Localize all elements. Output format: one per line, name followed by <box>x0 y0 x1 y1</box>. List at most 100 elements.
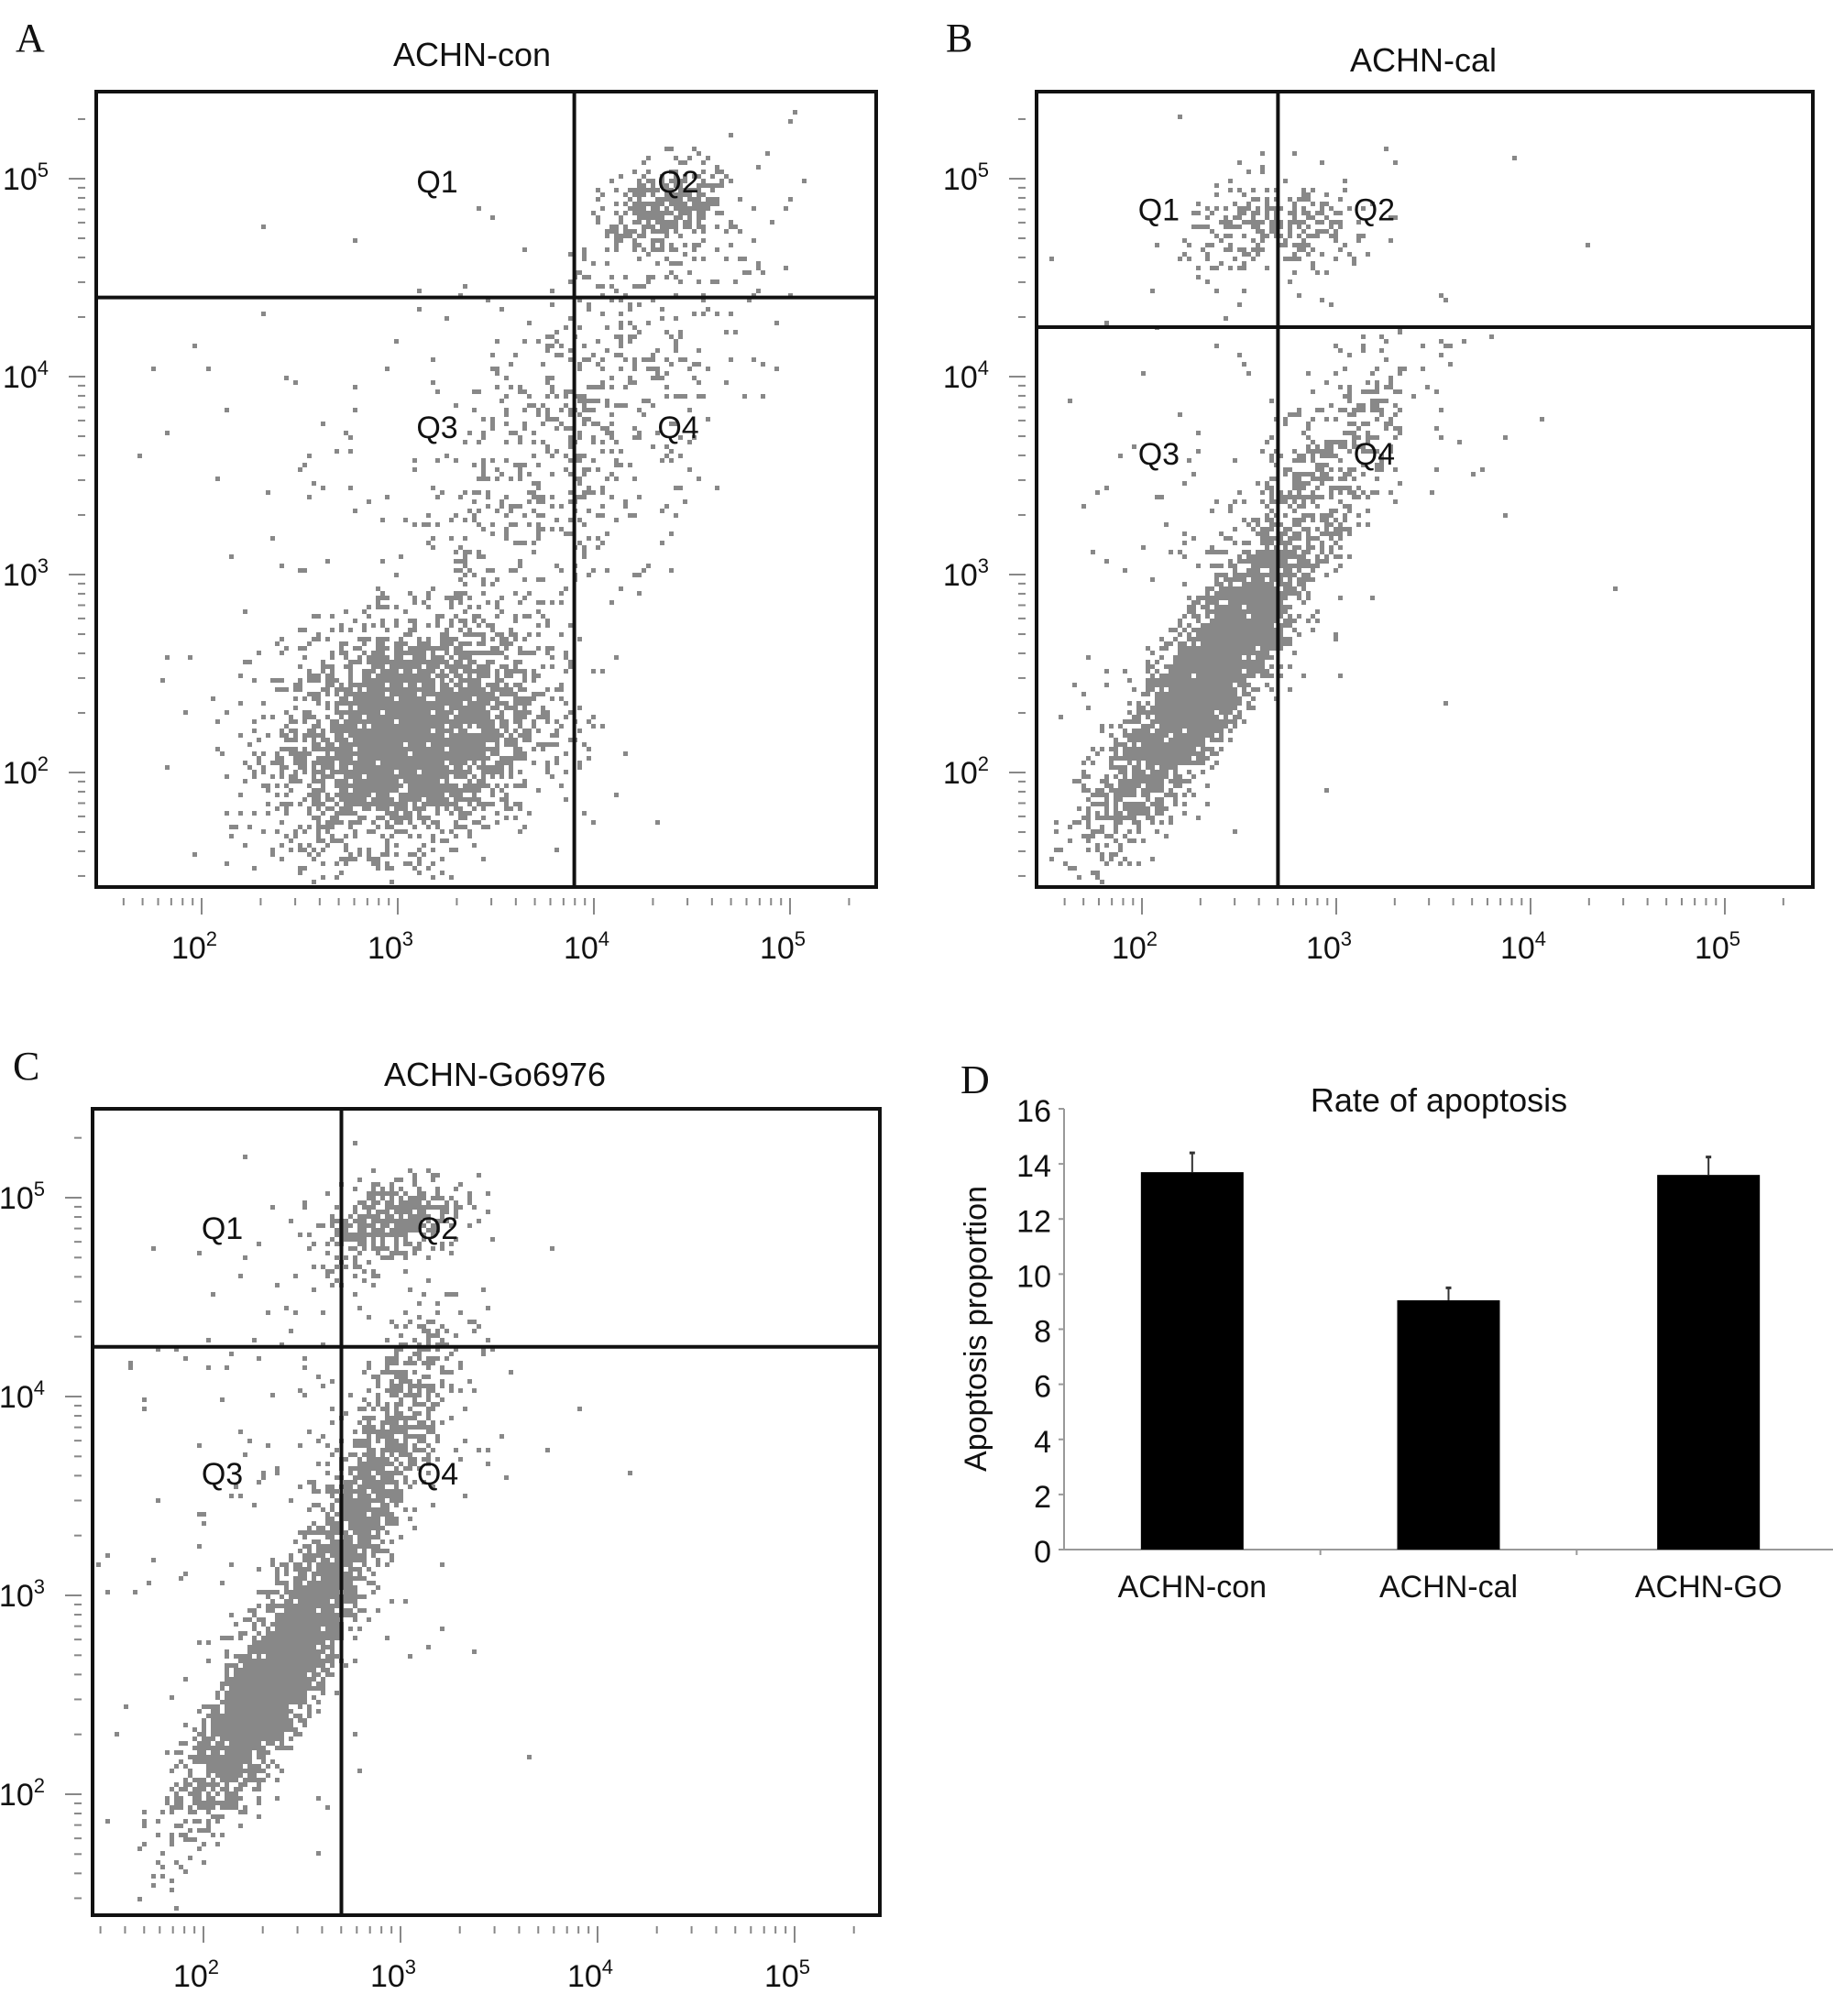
data-point <box>344 783 348 788</box>
data-point <box>225 811 229 816</box>
data-point <box>577 729 582 733</box>
data-point <box>408 793 412 797</box>
data-point <box>646 399 651 403</box>
data-point <box>477 779 481 783</box>
data-point <box>518 467 522 472</box>
data-point <box>554 687 559 692</box>
data-point <box>655 211 660 215</box>
data-point <box>275 761 280 765</box>
data-point <box>348 802 353 806</box>
data-point <box>692 206 697 211</box>
data-point <box>458 646 463 651</box>
data-point <box>339 838 344 843</box>
data-point <box>1265 536 1269 541</box>
data-point <box>619 220 623 225</box>
data-point <box>426 738 431 742</box>
data-point <box>477 687 481 692</box>
data-point <box>302 756 307 761</box>
data-point <box>577 399 582 403</box>
data-point <box>559 527 564 531</box>
data-point <box>454 719 458 724</box>
data-point <box>706 197 710 202</box>
data-point <box>458 816 463 820</box>
data-point <box>325 829 330 834</box>
data-point <box>321 848 325 852</box>
data-point <box>348 742 353 747</box>
data-point <box>339 765 344 770</box>
data-point <box>408 747 412 751</box>
data-point <box>536 481 541 486</box>
data-point <box>477 724 481 729</box>
data-point <box>435 742 440 747</box>
data-point <box>312 674 316 678</box>
data-point <box>302 797 307 802</box>
data-point <box>238 811 243 816</box>
data-point <box>426 637 431 641</box>
data-point <box>458 756 463 761</box>
data-point <box>390 678 394 683</box>
data-point <box>385 660 390 664</box>
data-point <box>412 783 417 788</box>
data-point <box>518 783 522 788</box>
data-point <box>321 825 325 829</box>
data-point <box>422 719 426 724</box>
data-point <box>793 110 797 115</box>
data-point <box>532 651 536 655</box>
data-point <box>330 806 335 811</box>
data-point <box>348 806 353 811</box>
data-point <box>408 770 412 774</box>
data-point <box>408 591 412 596</box>
data-point <box>321 756 325 761</box>
data-point <box>623 357 628 362</box>
data-point <box>664 188 669 192</box>
data-point <box>380 742 385 747</box>
data-point <box>467 655 472 660</box>
data-point <box>385 637 390 641</box>
data-point <box>522 674 527 678</box>
data-point <box>417 811 422 816</box>
data-point <box>646 275 651 279</box>
data-point <box>316 674 321 678</box>
data-point <box>422 701 426 706</box>
data-point <box>518 463 522 467</box>
data-point <box>385 770 390 774</box>
data-point <box>490 687 495 692</box>
data-point <box>449 793 454 797</box>
data-point <box>481 806 486 811</box>
data-point <box>385 701 390 706</box>
data-point <box>632 229 637 234</box>
data-point <box>298 871 302 875</box>
data-point <box>509 632 513 637</box>
data-point <box>596 188 600 192</box>
data-point <box>399 637 403 641</box>
data-point <box>394 715 399 719</box>
data-point <box>784 206 788 211</box>
data-point <box>642 188 646 192</box>
data-point <box>715 197 719 202</box>
data-point <box>362 770 367 774</box>
data-point <box>467 719 472 724</box>
data-point <box>481 527 486 531</box>
data-point <box>380 637 385 641</box>
data-point <box>719 211 724 215</box>
data-point <box>499 797 504 802</box>
data-point <box>513 751 518 756</box>
data-point <box>1191 774 1196 779</box>
data-point <box>417 719 422 724</box>
data-point <box>687 215 692 220</box>
data-point <box>467 829 472 834</box>
data-point <box>463 550 467 554</box>
data-point <box>339 738 344 742</box>
data-point <box>344 641 348 646</box>
data-point <box>582 522 587 527</box>
data-point <box>499 724 504 729</box>
data-point <box>522 783 527 788</box>
data-point <box>477 797 481 802</box>
data-point <box>376 724 380 729</box>
data-point <box>522 614 527 619</box>
data-point <box>1182 628 1187 632</box>
data-point <box>357 696 362 701</box>
data-point <box>385 779 390 783</box>
data-point <box>412 797 417 802</box>
data-point <box>412 696 417 701</box>
